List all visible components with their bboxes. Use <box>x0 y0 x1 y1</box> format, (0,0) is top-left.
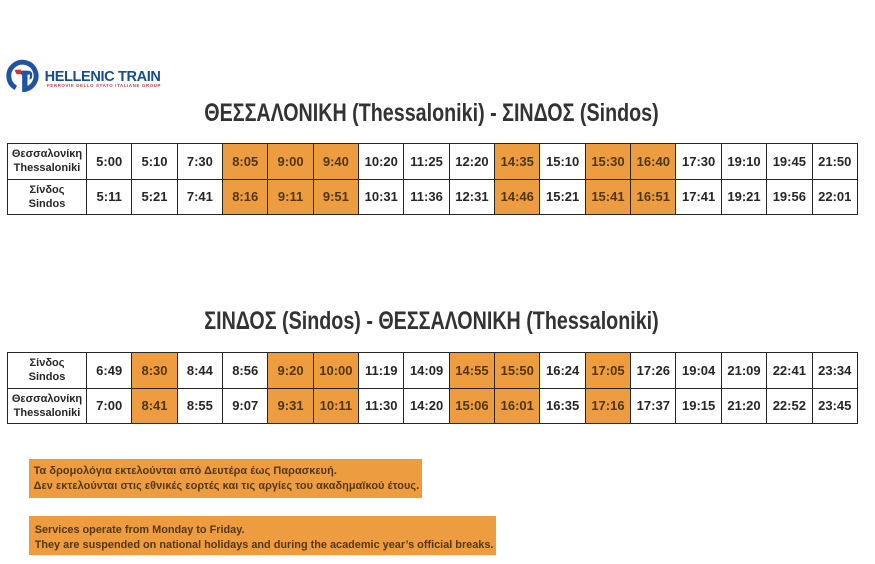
svg-text:FERROVIE DELLO STATO ITALIANE: FERROVIE DELLO STATO ITALIANE GROUP <box>47 83 161 88</box>
svg-text:HELLENIC TRAIN: HELLENIC TRAIN <box>45 69 161 85</box>
